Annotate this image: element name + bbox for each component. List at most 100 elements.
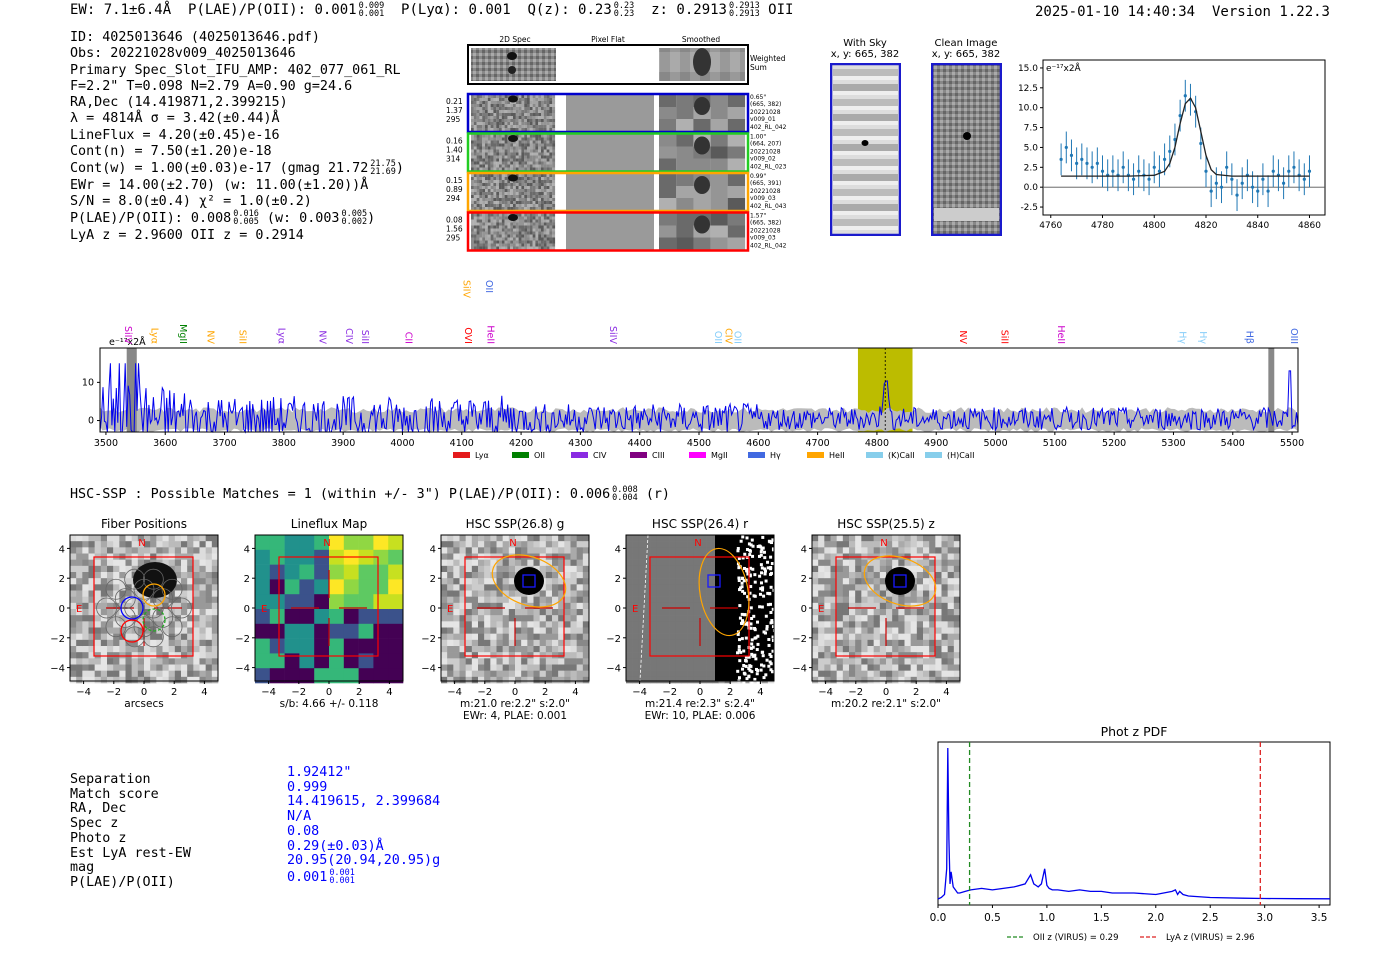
photz-xtick-label: 3.0 [1256, 912, 1273, 924]
match-value: 14.419615, 2.399684 [287, 794, 441, 810]
emission-line-label: OIII [1288, 328, 1299, 344]
hsc-ytick-label: 2 [615, 574, 621, 585]
cutout-left-1: 0.16 [446, 137, 463, 146]
emission-line-label: OII [732, 331, 743, 344]
hsc-xtick-label: −4 [632, 687, 647, 698]
emission-line-label: OVI [462, 327, 473, 344]
photz-xtick-label: 0.5 [984, 912, 1001, 924]
main-xtick-label: 3700 [212, 438, 236, 449]
match-labels: Separation Match score RA, Dec Spec z Ph… [70, 772, 191, 891]
fiber-circle [96, 597, 117, 619]
emission-line-label: CIV [343, 328, 354, 344]
main-xtick-label: 3500 [94, 438, 118, 449]
hsc-xtick-label: 2 [913, 687, 919, 698]
sum-label: Sum [750, 63, 767, 72]
photz-pdf-chart: Phot z PDF 0.0 0.5 1.0 1.5 2.0 2.5 3.0 3.5 OII z … [930, 724, 1331, 943]
zoom-point [1173, 137, 1177, 142]
zoom-spectrum-chart: 4760 4780 4800 4820 4840 4860 -2.5 0.0 2.5 5.0 7.5… [1018, 59, 1326, 231]
zoom-point [1282, 181, 1286, 185]
hsc-xtick-label: 2 [542, 687, 548, 698]
main-xtick-label: 4000 [390, 438, 414, 449]
hsc-xtick-label: −2 [848, 687, 863, 698]
zoom-ytick-label: 10.0 [1018, 104, 1038, 114]
match-label: mag [70, 860, 95, 876]
east-marker: E [632, 604, 638, 615]
main-xtick-label: 3600 [153, 438, 177, 449]
legend-swatch [512, 452, 529, 458]
hsc-ytick-label: 0 [615, 604, 621, 615]
main-xtick-label: 4600 [746, 438, 770, 449]
emission-line-label: NV [957, 330, 968, 344]
col-2d-label: 2D Spec [499, 35, 530, 44]
emission-line-label: HeII [1055, 325, 1066, 344]
fiber-circle [105, 616, 127, 638]
match-label: Est LyA rest-EW [70, 845, 191, 861]
cutout-right-1: 0.99" [750, 173, 766, 180]
zoom-point [1111, 169, 1115, 173]
zoom-point [1090, 165, 1094, 169]
legend-label: CIV [593, 451, 607, 460]
zoom-point [1080, 157, 1084, 161]
hsc-heading: HSC-SSP : Possible Matches = 1 (within +… [70, 485, 670, 503]
zoom-point [1178, 114, 1182, 118]
masked-region-right [1268, 348, 1275, 432]
withsky-title: With Sky x, y: 665, 382 [830, 38, 900, 60]
zoom-point [1204, 169, 1208, 173]
hsc-xtick-label: 4 [201, 687, 207, 698]
hsc-ytick-label: 2 [430, 574, 436, 585]
fiber-circle [161, 578, 183, 600]
info-plae: P(LAE)/P(OII): 0.008 0.016 0.005 (w: 0.003… [70, 209, 376, 228]
photz-xtick-label: 2.0 [1147, 912, 1164, 924]
photz-pdf-line [937, 747, 1331, 900]
withsky-image [830, 63, 901, 236]
zoom-point [1292, 165, 1296, 169]
zoom-point [1271, 169, 1275, 173]
north-marker: N [880, 538, 887, 549]
fiber-red [120, 619, 144, 643]
info-radec: RA,Dec (14.419871,2.399215) [70, 95, 288, 111]
cutout-right-5: 402_RL_042 [750, 124, 787, 131]
main-xtick-label: 4800 [865, 438, 889, 449]
hsc-xtick-label: 4 [757, 687, 763, 698]
hsc-ytick-label: −4 [421, 664, 436, 675]
zoom-point [1302, 177, 1306, 181]
hsc-panel-title: Lineflux Map [291, 517, 367, 531]
legend-label: HeII [829, 451, 845, 460]
header-z: z: 0.2913 [651, 2, 727, 18]
zoom-point [1059, 157, 1063, 161]
hsc-panel-title: HSC SSP(25.5) z [837, 517, 935, 531]
fiber-circle [142, 568, 164, 590]
zoom-point [1085, 161, 1089, 165]
zoom-point [1261, 177, 1265, 181]
zoom-point [1137, 169, 1141, 173]
emission-line-label: SiII [999, 330, 1010, 344]
cutout-left-1: 0.08 [446, 216, 463, 225]
header-datetime: 2025-01-10 14:40:34 [1034, 4, 1196, 20]
east-marker: E [447, 604, 453, 615]
hsc-ytick-label: 2 [244, 574, 250, 585]
zoom-point [1235, 193, 1239, 197]
emission-line-label-top: SiIV [461, 280, 472, 298]
hsc-ytick-label: 2 [59, 574, 65, 585]
hsc-xtick-label: −2 [291, 687, 306, 698]
match-value-plae: 0.001 0.001 0.001 [287, 867, 355, 886]
zoom-point [1064, 145, 1068, 150]
match-values: 1.92412" 0.999 14.419615, 2.399684 N/A 0… [287, 765, 441, 886]
cutout-right-1: 1.00" [750, 134, 766, 141]
cutout-right-5: 402_RL_043 [750, 203, 787, 210]
legend-swatch [453, 452, 470, 458]
hsc-panel-xlabel: arcsecs [124, 698, 163, 710]
hsc-xtick-label: −4 [818, 687, 833, 698]
fiber-circle [124, 597, 146, 619]
match-marker [893, 574, 907, 588]
legend-label: MgII [711, 451, 728, 460]
zoom-xtick-label: 4860 [1298, 221, 1321, 231]
legend-label: OII [534, 451, 545, 460]
cutout-right-2: (665, 382) [750, 101, 781, 108]
emission-line-label: HeII [484, 325, 495, 344]
fiber-circle [124, 626, 146, 648]
hsc-ytick-label: 2 [801, 574, 807, 585]
